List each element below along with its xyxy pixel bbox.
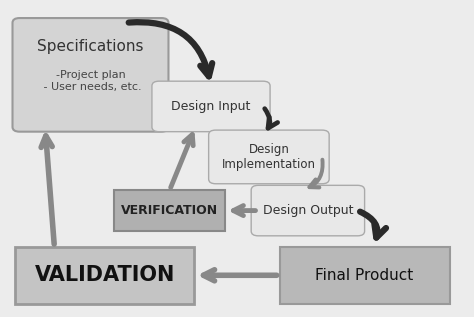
Text: Design Output: Design Output [263, 204, 353, 217]
FancyBboxPatch shape [280, 247, 450, 304]
Text: Design
Implementation: Design Implementation [222, 143, 316, 171]
FancyBboxPatch shape [12, 18, 168, 132]
Text: VALIDATION: VALIDATION [35, 265, 175, 285]
FancyBboxPatch shape [209, 130, 329, 184]
FancyBboxPatch shape [251, 185, 365, 236]
FancyBboxPatch shape [152, 81, 270, 132]
FancyBboxPatch shape [114, 190, 225, 231]
FancyBboxPatch shape [15, 247, 194, 304]
Text: Final Product: Final Product [316, 268, 414, 283]
Text: -Project plan
 - User needs, etc.: -Project plan - User needs, etc. [40, 70, 141, 92]
Text: Design Input: Design Input [171, 100, 251, 113]
Text: VERIFICATION: VERIFICATION [121, 204, 218, 217]
Text: Specifications: Specifications [37, 39, 144, 54]
